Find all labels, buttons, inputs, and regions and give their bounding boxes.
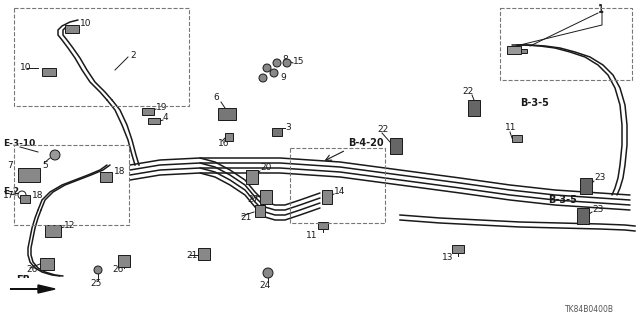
Text: 17: 17 (3, 190, 14, 199)
Circle shape (273, 59, 281, 67)
Bar (255, 205, 265, 217)
Text: B-4-20: B-4-20 (348, 138, 383, 148)
Bar (452, 245, 464, 253)
Circle shape (50, 150, 60, 160)
Circle shape (263, 268, 273, 278)
Bar (100, 172, 112, 182)
Text: 21: 21 (240, 213, 252, 222)
Text: 18: 18 (32, 190, 44, 199)
Text: 6: 6 (213, 93, 219, 102)
Text: 10: 10 (80, 19, 92, 28)
Text: 3: 3 (285, 124, 291, 132)
Bar (500, 8, 632, 80)
Bar (218, 108, 236, 120)
Bar (290, 148, 385, 223)
Bar (148, 118, 160, 124)
Text: 5: 5 (42, 161, 48, 170)
Bar (18, 168, 40, 182)
Text: 26: 26 (26, 266, 37, 275)
Text: 11: 11 (307, 230, 317, 239)
Bar (580, 178, 592, 194)
Text: 23: 23 (592, 205, 604, 214)
Text: 23: 23 (594, 173, 605, 182)
Bar (142, 108, 154, 115)
Text: 24: 24 (259, 281, 271, 290)
Bar (8, 278, 58, 302)
Bar (322, 190, 332, 204)
Text: 4: 4 (163, 114, 168, 123)
Bar (14, 145, 129, 225)
Text: FR.: FR. (16, 275, 34, 285)
Text: B-3-5: B-3-5 (548, 195, 577, 205)
Bar (40, 258, 54, 270)
Bar (512, 135, 522, 142)
Text: 7: 7 (7, 161, 13, 170)
Bar (20, 195, 30, 203)
Text: 15: 15 (293, 58, 305, 67)
Text: 11: 11 (505, 124, 516, 132)
Text: E-2: E-2 (3, 188, 19, 196)
Text: E-3-10: E-3-10 (3, 139, 35, 148)
Text: B-3-5: B-3-5 (520, 98, 549, 108)
Bar (45, 225, 61, 237)
Text: 1: 1 (598, 4, 604, 14)
Bar (118, 255, 130, 267)
Bar (14, 8, 189, 106)
Bar (246, 170, 258, 184)
Text: 10: 10 (20, 63, 31, 73)
Circle shape (263, 64, 271, 72)
Text: 8: 8 (282, 55, 288, 65)
Text: TK84B0400B: TK84B0400B (565, 306, 614, 315)
Bar (198, 248, 210, 260)
Text: 16: 16 (218, 139, 230, 148)
Bar (225, 133, 233, 141)
Circle shape (259, 74, 267, 82)
Bar (318, 222, 328, 229)
Text: 19: 19 (156, 102, 168, 111)
Bar (390, 138, 402, 154)
Text: 14: 14 (334, 188, 346, 196)
Text: 26: 26 (112, 266, 124, 275)
Bar (65, 25, 79, 33)
Bar (272, 128, 282, 136)
Bar (507, 46, 521, 54)
Polygon shape (10, 285, 55, 293)
Circle shape (270, 69, 278, 77)
Bar (260, 190, 272, 204)
Text: 21: 21 (186, 251, 197, 260)
Text: 1: 1 (598, 5, 604, 15)
Text: 12: 12 (64, 220, 76, 229)
Circle shape (283, 59, 291, 67)
Bar (468, 100, 480, 116)
Text: 9: 9 (280, 73, 285, 82)
Bar (577, 208, 589, 224)
Text: 27: 27 (247, 196, 259, 204)
Bar (42, 68, 56, 76)
Text: 18: 18 (114, 167, 125, 177)
Bar (521, 49, 527, 53)
Text: 25: 25 (90, 278, 102, 287)
Text: 22: 22 (377, 125, 388, 134)
Text: 22: 22 (462, 87, 473, 97)
Text: 13: 13 (442, 253, 454, 262)
Text: 2: 2 (130, 51, 136, 60)
Text: 20: 20 (260, 164, 271, 172)
Circle shape (94, 266, 102, 274)
